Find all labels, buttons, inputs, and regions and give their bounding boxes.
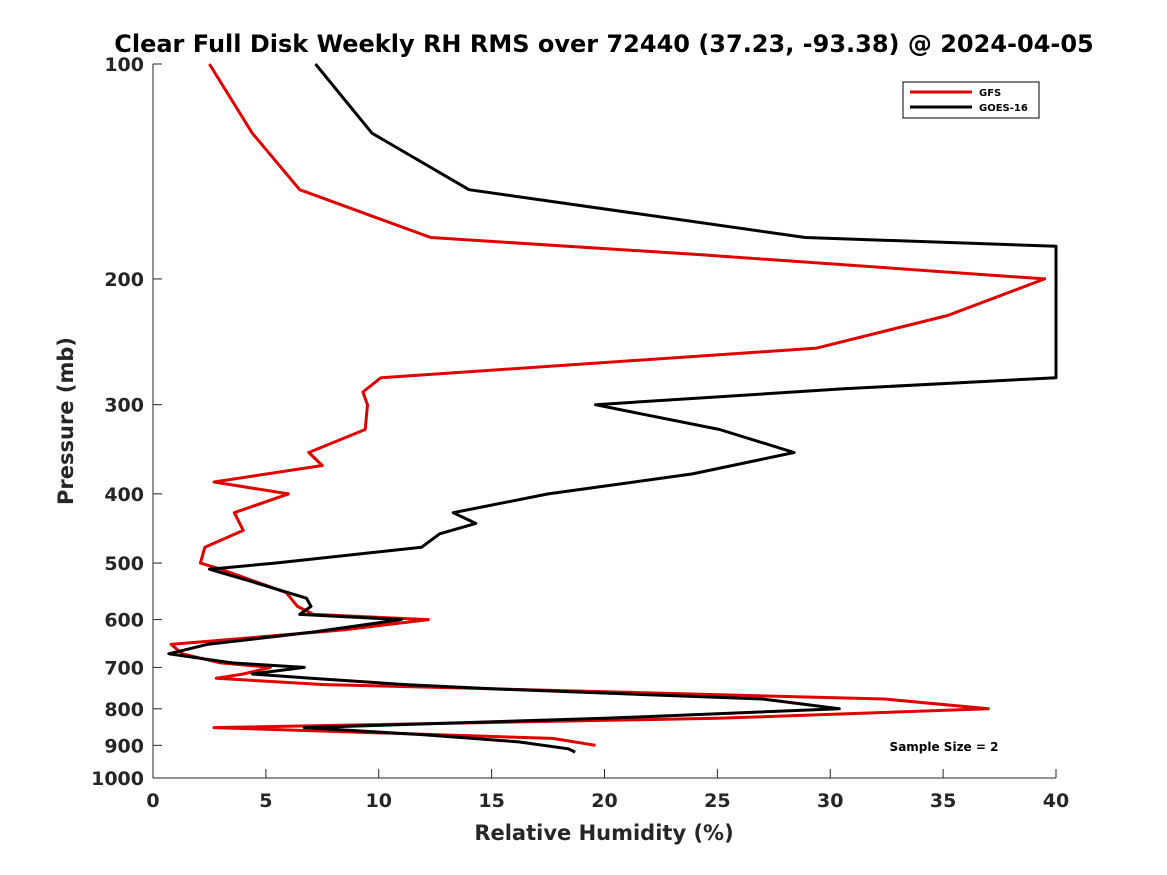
y-tick-label: 1000 — [91, 768, 144, 790]
x-tick-label: 35 — [930, 790, 956, 812]
legend-label-goes-16: GOES-16 — [979, 103, 1028, 114]
y-tick-label: 400 — [104, 484, 144, 506]
y-tick-label: 700 — [104, 657, 144, 679]
x-axis-label: Relative Humidity (%) — [474, 821, 733, 845]
y-tick-label: 800 — [104, 699, 144, 721]
legend-label-gfs: GFS — [979, 88, 1001, 99]
x-tick-label: 20 — [591, 790, 617, 812]
series-line-gfs — [169, 63, 1047, 747]
plot-area: 0 5 10 15 20 25 30 35 40 100 200 300 400 500 600 700 800… — [91, 54, 1069, 812]
series-layer — [167, 63, 1058, 754]
x-tick-label: 10 — [366, 790, 392, 812]
x-tick-label: 25 — [704, 790, 730, 812]
x-tick-label: 15 — [478, 790, 504, 812]
x-tick-label: 40 — [1043, 790, 1069, 812]
y-tick-label: 100 — [104, 54, 144, 76]
x-tick-label: 30 — [817, 790, 843, 812]
y-tick-label: 900 — [104, 735, 144, 757]
legend: GFS GOES-16 — [902, 81, 1040, 119]
axes: 0 5 10 15 20 25 30 35 40 100 200 300 400 500 600 700 800… — [91, 54, 1069, 812]
y-tick-label: 300 — [104, 395, 144, 417]
y-tick-label: 500 — [104, 553, 144, 575]
x-tick-label: 0 — [146, 790, 159, 812]
chart-title: Clear Full Disk Weekly RH RMS over 72440… — [114, 30, 1094, 58]
y-tick-label: 600 — [104, 610, 144, 632]
x-tick-label: 5 — [259, 790, 272, 812]
y-tick-label: 200 — [104, 269, 144, 291]
legend-box — [902, 81, 1040, 119]
series-line-goes-16 — [167, 63, 1058, 754]
sample-size-annotation: Sample Size = 2 — [890, 740, 999, 754]
y-axis-label: Pressure (mb) — [54, 337, 78, 505]
